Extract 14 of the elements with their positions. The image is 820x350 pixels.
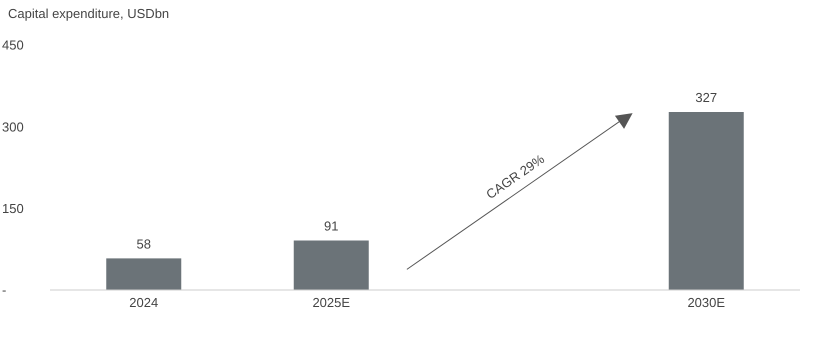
bar — [106, 258, 182, 290]
x-tick-label: 2024 — [129, 295, 158, 310]
data-label: 58 — [136, 236, 151, 252]
data-label: 91 — [324, 218, 338, 234]
bar — [668, 112, 744, 290]
y-axis-title: Capital expenditure, USDbn — [8, 6, 170, 21]
x-tick-label: 2025E — [312, 295, 350, 310]
y-tick-label: 150 — [2, 200, 24, 216]
x-tick-label: 2030E — [687, 295, 726, 310]
y-tick-label: - — [2, 282, 6, 298]
bar — [294, 240, 369, 290]
y-tick-label: 450 — [2, 38, 24, 53]
data-label: 327 — [695, 90, 718, 105]
y-tick-label: 300 — [2, 119, 24, 134]
